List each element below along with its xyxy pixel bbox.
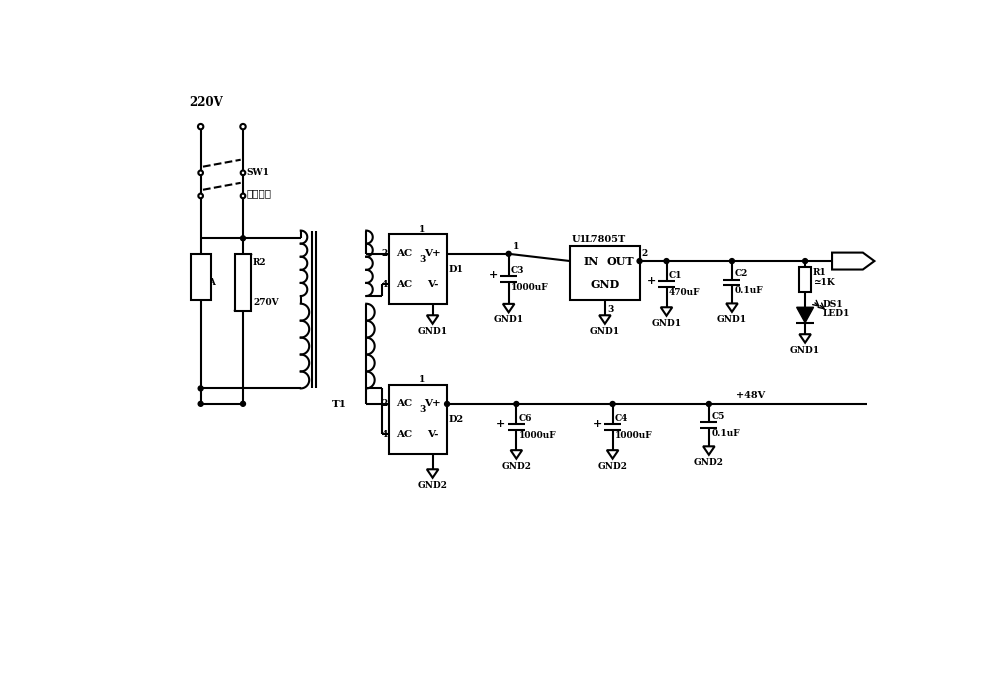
- Text: R2: R2: [253, 258, 267, 268]
- Text: OUT: OUT: [606, 255, 634, 266]
- Text: GND2: GND2: [418, 481, 448, 490]
- Circle shape: [514, 402, 519, 406]
- Bar: [570, 246, 640, 300]
- Text: U1: U1: [572, 235, 587, 244]
- Bar: [191, 253, 211, 300]
- Circle shape: [198, 402, 203, 406]
- Text: +: +: [646, 275, 656, 285]
- Circle shape: [637, 259, 642, 264]
- Text: DS1: DS1: [823, 301, 843, 309]
- Text: C3: C3: [511, 266, 524, 275]
- Text: GND1: GND1: [790, 346, 820, 354]
- Text: 1000uF: 1000uF: [615, 431, 653, 440]
- Text: 220V: 220V: [189, 96, 223, 109]
- Circle shape: [241, 236, 245, 240]
- Text: GND1: GND1: [651, 319, 682, 328]
- Text: +5V: +5V: [839, 257, 863, 266]
- Circle shape: [506, 251, 511, 256]
- Text: LED1: LED1: [823, 309, 850, 318]
- Bar: [799, 267, 811, 292]
- Text: GND2: GND2: [501, 462, 531, 471]
- Text: 2: 2: [382, 400, 388, 408]
- Text: GND1: GND1: [494, 316, 524, 324]
- Text: +: +: [496, 418, 506, 429]
- Text: 0.1uF: 0.1uF: [711, 429, 740, 438]
- Text: C6: C6: [519, 414, 532, 423]
- Text: R1: R1: [813, 268, 827, 277]
- Text: 1.5A: 1.5A: [194, 279, 217, 288]
- Text: V+: V+: [424, 400, 441, 408]
- Text: 1: 1: [419, 375, 425, 384]
- Text: ≃1K: ≃1K: [813, 278, 835, 287]
- Text: V+: V+: [424, 249, 441, 258]
- Text: 1: 1: [419, 225, 425, 234]
- Text: F1: F1: [194, 268, 206, 277]
- Circle shape: [664, 259, 669, 264]
- Text: +: +: [489, 270, 498, 281]
- Text: GND: GND: [590, 279, 620, 290]
- Text: 3: 3: [419, 405, 425, 415]
- Text: 4: 4: [382, 280, 388, 289]
- Text: GND1: GND1: [717, 315, 747, 324]
- Circle shape: [241, 402, 245, 406]
- Text: 270V: 270V: [253, 298, 279, 307]
- Text: SW1: SW1: [246, 168, 269, 178]
- Text: GND1: GND1: [418, 327, 448, 336]
- Text: C2: C2: [734, 269, 748, 279]
- Text: AC: AC: [396, 249, 412, 258]
- Circle shape: [198, 386, 203, 391]
- Circle shape: [445, 402, 450, 406]
- Text: +: +: [593, 418, 602, 429]
- Text: 2: 2: [642, 249, 648, 258]
- Text: 电源开关: 电源开关: [246, 189, 271, 198]
- Bar: [235, 253, 251, 311]
- Circle shape: [803, 259, 808, 264]
- Text: AC: AC: [396, 430, 412, 439]
- Text: 3: 3: [419, 255, 425, 264]
- Text: V-: V-: [427, 280, 438, 289]
- Text: 1: 1: [512, 242, 519, 251]
- Text: T1: T1: [332, 400, 347, 409]
- Text: 470uF: 470uF: [669, 288, 700, 297]
- Text: 2: 2: [382, 249, 388, 258]
- Text: V-: V-: [427, 430, 438, 439]
- Circle shape: [610, 402, 615, 406]
- Text: D2: D2: [448, 415, 463, 423]
- Bar: [389, 234, 447, 304]
- Text: C1: C1: [669, 271, 682, 280]
- Polygon shape: [832, 253, 874, 270]
- Text: 3: 3: [607, 305, 614, 313]
- Text: AC: AC: [396, 400, 412, 408]
- Text: +48V: +48V: [736, 391, 765, 400]
- Text: C4: C4: [615, 414, 628, 423]
- Text: AC: AC: [396, 280, 412, 289]
- Circle shape: [729, 259, 734, 264]
- Text: 1000uF: 1000uF: [519, 431, 556, 440]
- Circle shape: [706, 402, 711, 406]
- Text: L7805T: L7805T: [584, 235, 626, 244]
- Polygon shape: [797, 307, 814, 322]
- Text: 4: 4: [382, 430, 388, 439]
- Text: GND1: GND1: [590, 327, 620, 336]
- Text: IN: IN: [583, 255, 599, 266]
- Text: GND2: GND2: [694, 458, 724, 467]
- Text: 0.1uF: 0.1uF: [734, 286, 763, 295]
- Text: D1: D1: [448, 264, 463, 274]
- Text: C5: C5: [711, 413, 725, 421]
- Bar: [389, 385, 447, 454]
- Text: GND2: GND2: [598, 462, 628, 471]
- Text: 1000uF: 1000uF: [511, 283, 549, 292]
